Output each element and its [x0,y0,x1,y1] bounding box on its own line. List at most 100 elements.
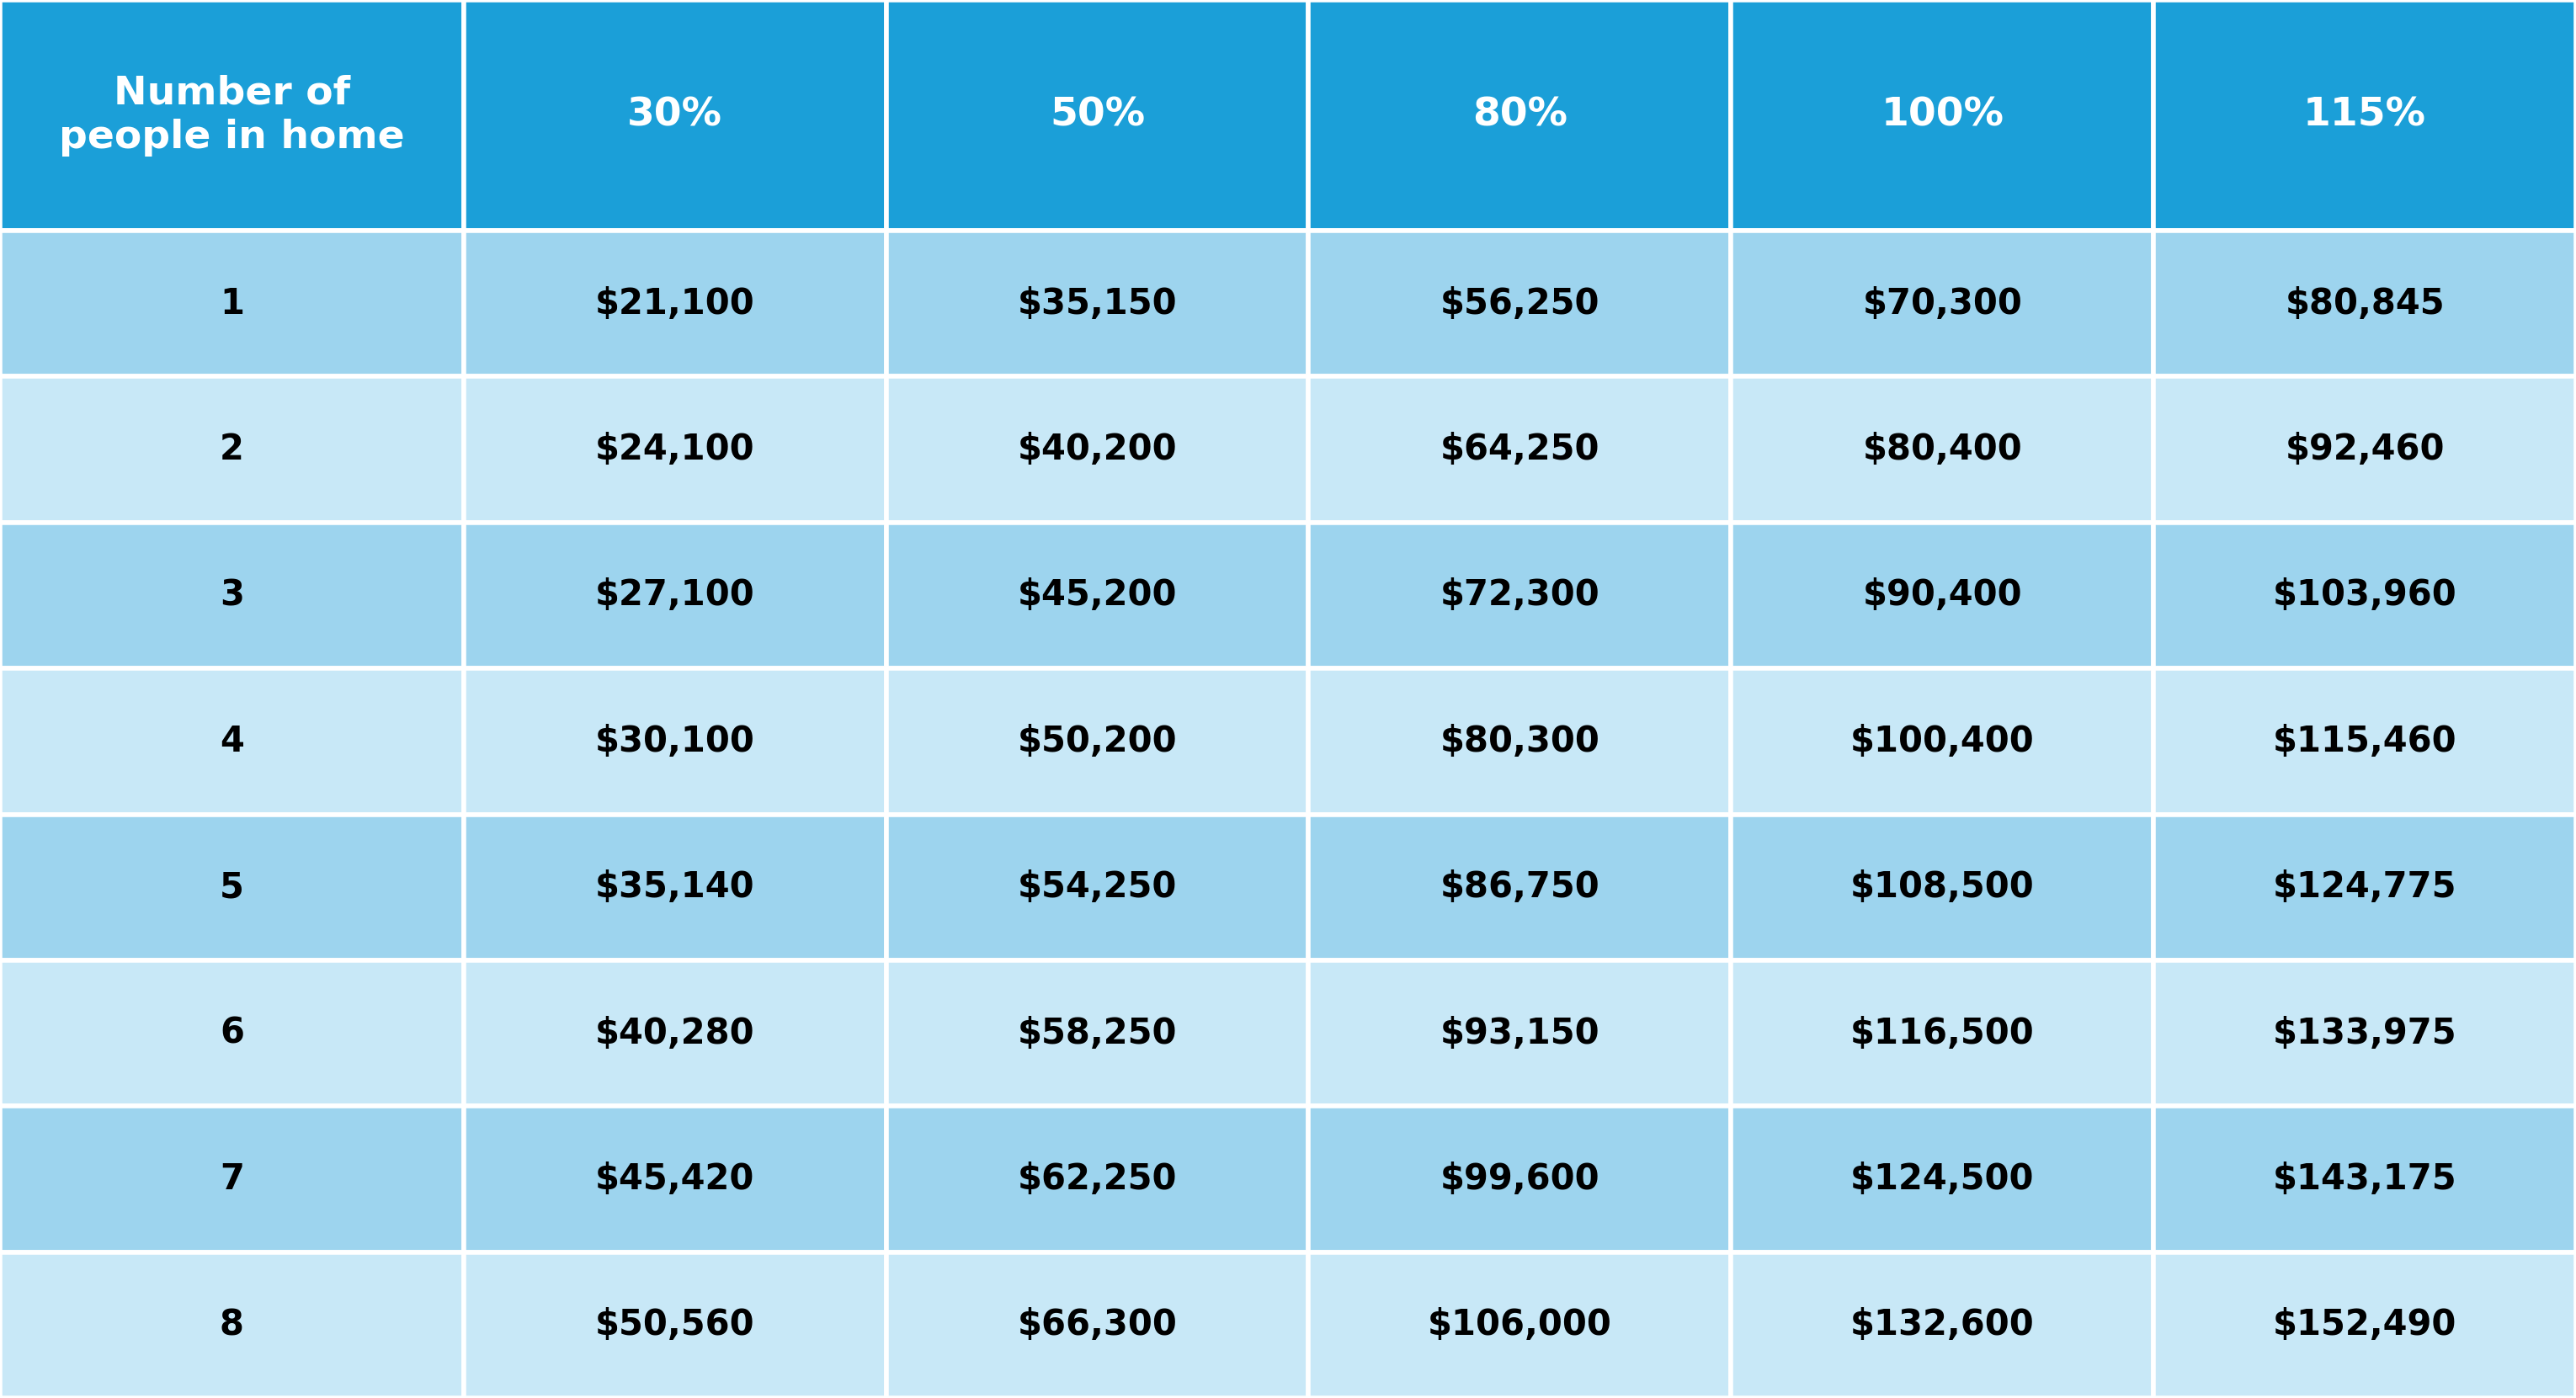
Text: 50%: 50% [1051,96,1144,134]
Bar [1731,0,2154,231]
Text: $92,460: $92,460 [2285,432,2445,467]
Bar [1731,814,2154,960]
Text: $70,300: $70,300 [1862,287,2022,322]
Bar [0,814,464,960]
Text: $35,140: $35,140 [595,870,755,905]
Bar [0,1253,464,1398]
Text: $108,500: $108,500 [1850,870,2035,905]
Bar [2154,376,2576,523]
Text: $40,200: $40,200 [1018,432,1177,467]
Text: $100,400: $100,400 [1850,724,2035,759]
Text: 6: 6 [219,1015,245,1051]
Text: Number of
people in home: Number of people in home [59,74,404,157]
Text: $133,975: $133,975 [2272,1015,2458,1051]
Bar [0,668,464,814]
Bar [0,960,464,1106]
Text: 4: 4 [219,724,245,759]
Text: $86,750: $86,750 [1440,870,1600,905]
Bar [2154,1253,2576,1398]
Bar [2154,814,2576,960]
Bar [1309,0,1731,231]
Bar [0,231,464,376]
Bar [1731,376,2154,523]
Bar [464,668,886,814]
Bar [464,960,886,1106]
Bar [886,960,1309,1106]
Bar [0,0,464,231]
Text: 100%: 100% [1880,96,2004,134]
Text: $124,500: $124,500 [1850,1162,2035,1197]
Bar [464,814,886,960]
Text: $80,300: $80,300 [1440,724,1600,759]
Text: $72,300: $72,300 [1440,577,1600,614]
Text: $54,250: $54,250 [1018,870,1177,905]
Bar [1731,231,2154,376]
Bar [0,1106,464,1253]
Bar [464,376,886,523]
Bar [886,1253,1309,1398]
Bar [1731,523,2154,668]
Text: $64,250: $64,250 [1440,432,1600,467]
Text: $58,250: $58,250 [1018,1015,1177,1051]
Text: $30,100: $30,100 [595,724,755,759]
Bar [1309,668,1731,814]
Bar [886,523,1309,668]
Text: $27,100: $27,100 [595,577,755,614]
Text: $24,100: $24,100 [595,432,755,467]
Text: $143,175: $143,175 [2272,1162,2458,1197]
Bar [2154,0,2576,231]
Bar [1309,1253,1731,1398]
Bar [464,0,886,231]
Bar [886,1106,1309,1253]
Bar [0,523,464,668]
Text: 3: 3 [219,577,245,614]
Text: 2: 2 [219,432,245,467]
Text: $152,490: $152,490 [2272,1307,2458,1342]
Bar [1309,523,1731,668]
Text: 80%: 80% [1473,96,1566,134]
Text: $50,560: $50,560 [595,1307,755,1342]
Bar [464,1106,886,1253]
Text: $132,600: $132,600 [1850,1307,2035,1342]
Text: $62,250: $62,250 [1018,1162,1177,1197]
Text: 5: 5 [219,870,245,905]
Text: $93,150: $93,150 [1440,1015,1600,1051]
Text: $116,500: $116,500 [1850,1015,2035,1051]
Bar [464,523,886,668]
Text: $45,420: $45,420 [595,1162,755,1197]
Bar [1309,960,1731,1106]
Bar [2154,523,2576,668]
Text: $99,600: $99,600 [1440,1162,1600,1197]
Text: 8: 8 [219,1307,245,1342]
Text: 1: 1 [219,287,245,322]
Bar [1731,668,2154,814]
Text: $35,150: $35,150 [1018,287,1177,322]
Bar [1731,1106,2154,1253]
Bar [886,231,1309,376]
Bar [1309,231,1731,376]
Bar [464,231,886,376]
Text: $21,100: $21,100 [595,287,755,322]
Bar [2154,1106,2576,1253]
Text: $90,400: $90,400 [1862,577,2022,614]
Bar [1731,1253,2154,1398]
Text: $50,200: $50,200 [1018,724,1177,759]
Bar [2154,231,2576,376]
Text: $56,250: $56,250 [1440,287,1600,322]
Bar [1309,1106,1731,1253]
Bar [1309,376,1731,523]
Text: $103,960: $103,960 [2272,577,2458,614]
Bar [886,0,1309,231]
Text: $80,845: $80,845 [2285,287,2445,322]
Bar [0,376,464,523]
Text: $106,000: $106,000 [1427,1307,1613,1342]
Text: $40,280: $40,280 [595,1015,755,1051]
Text: $80,400: $80,400 [1862,432,2022,467]
Bar [2154,960,2576,1106]
Text: $115,460: $115,460 [2272,724,2458,759]
Bar [2154,668,2576,814]
Bar [886,668,1309,814]
Bar [1731,960,2154,1106]
Text: $45,200: $45,200 [1018,577,1177,614]
Bar [886,376,1309,523]
